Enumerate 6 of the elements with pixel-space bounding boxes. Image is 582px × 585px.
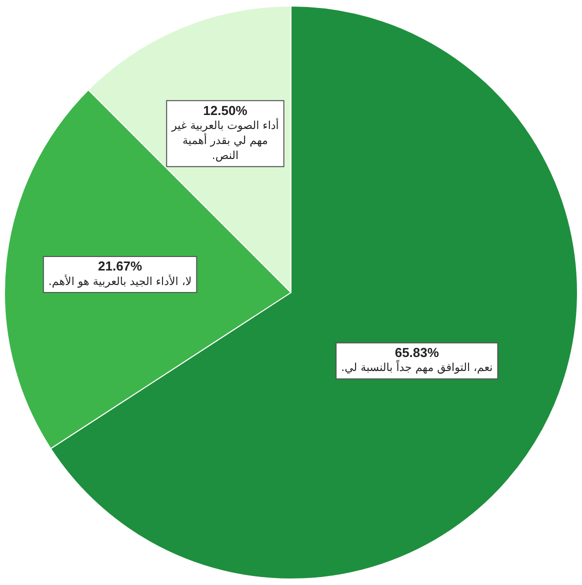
data-label: 65.83% <box>394 344 440 360</box>
data-label: 12.50% <box>203 102 248 118</box>
slice-label: أداء الصوت بالعربية غير مهم لي بقدر أهمية النص. <box>170 118 279 162</box>
slice-label: نعم، التوافق مهم جداً بالنسبة لي. <box>341 358 493 374</box>
slice-label: لا، الأداء الجيد بالعربية هو الأهم. <box>48 274 192 288</box>
data-label: 21.67% <box>98 258 143 274</box>
